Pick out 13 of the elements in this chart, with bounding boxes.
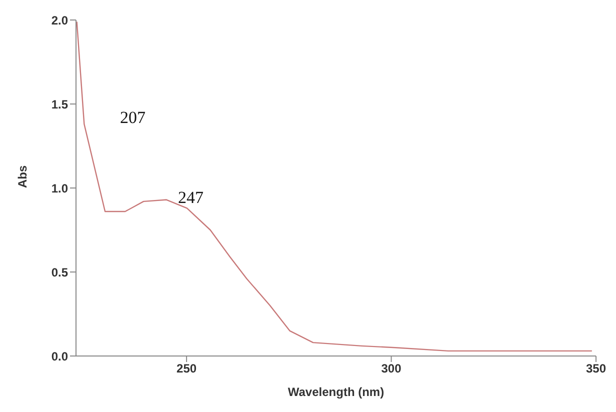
y-tick-label: 2.0 — [51, 13, 68, 28]
y-tick-label: 1.0 — [51, 181, 68, 196]
x-axis-title: Wavelength (nm) — [288, 385, 384, 399]
y-tick-label: 0.0 — [51, 349, 68, 364]
annotation: 207 — [120, 108, 146, 128]
x-tick-label: 250 — [176, 362, 197, 376]
x-tick-label: 300 — [381, 362, 402, 376]
annotation: 247 — [178, 188, 204, 208]
y-axis-title: Abs — [15, 165, 30, 188]
y-tick-label: 1.5 — [51, 97, 68, 112]
y-tick-label: 0.5 — [51, 265, 68, 280]
x-tick-label: 350 — [586, 362, 606, 376]
line-series — [76, 21, 593, 352]
